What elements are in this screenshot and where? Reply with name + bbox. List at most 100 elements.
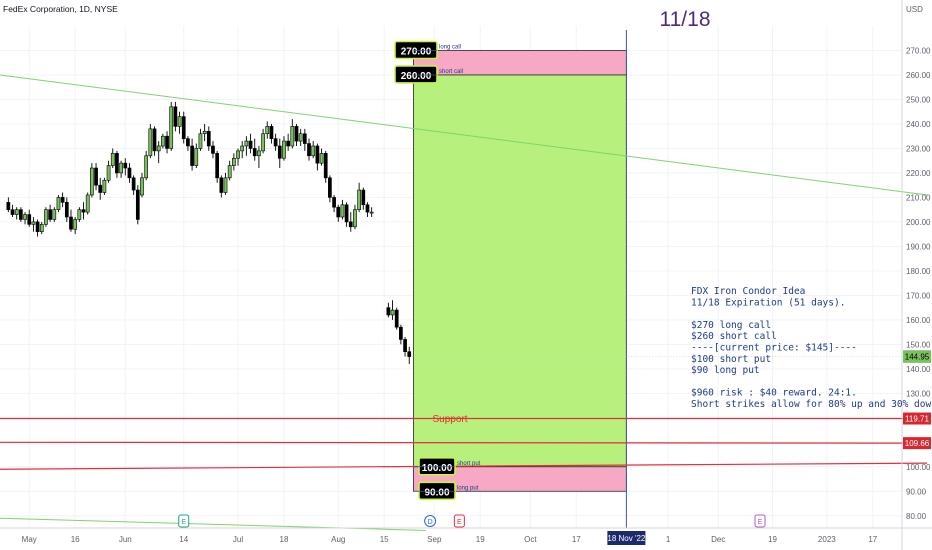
price-label-text: 109.66 [905,439,930,448]
note-line: $100 short put [691,354,771,365]
event-marker[interactable]: E [754,514,766,528]
candle-body [52,209,57,220]
profit-zone [413,74,627,468]
candle-body [340,204,345,218]
candles [6,101,412,364]
expiry-date-bg [607,531,646,545]
candle-body [144,155,149,179]
annotation-markers: 270.00 long call 260.00 short call 100.00 sho… [178,40,766,528]
candle-body [390,309,395,316]
candle-body [181,116,186,139]
candle-body [194,148,199,166]
price-label: 144.95 [903,350,931,363]
x-tick-label: Dec [711,535,725,544]
candle-body [135,189,140,220]
candle-body [23,214,27,220]
candle-body [294,126,299,142]
candle-body [106,165,111,181]
strike-box[interactable]: 90.00 long put [413,481,479,501]
y-tick-label: 220.00 [906,169,931,178]
y-tick-label: 100.00 [906,463,931,472]
candle-body [115,153,119,174]
candle-body [361,189,366,206]
y-tick-label: 150.00 [906,340,931,349]
currency-label: USD [906,5,923,14]
candle-body [85,194,90,213]
candle-body [407,351,412,357]
candle-body [302,133,307,144]
candle-body [240,145,245,152]
note-line: 11/18 Expiration (51 days). [691,297,845,308]
candle-body [211,145,215,154]
strike-label: long call [439,44,461,50]
candle-body [165,135,169,149]
price-label-bg [903,412,931,425]
x-tick-label: 19 [476,535,485,544]
candle-body [198,133,203,149]
y-tick-label: 230.00 [906,144,931,153]
strike-box[interactable]: 260.00 short call [394,65,463,84]
x-tick-label: Jun [119,535,132,544]
expiry-date-label: 18 Nov '22 [607,531,646,545]
strike-box[interactable]: 270.00 long call [394,40,461,60]
event-marker[interactable]: D [424,515,437,527]
strike-box-bg [394,40,438,60]
candle-body [169,106,174,149]
y-tick-label: 190.00 [906,242,931,251]
candle-body [257,150,261,157]
candle-body [94,167,98,186]
candle-body [332,197,336,208]
candle-body [81,209,86,213]
event-marker[interactable]: E [178,514,190,528]
x-axis[interactable]: May16Jun14Jul18Aug15Sep19Oct17Nov1Dec192… [0,527,932,545]
event-marker[interactable]: E [453,514,465,528]
y-tick-label: 270.00 [906,46,931,55]
x-tick-label: 16 [71,535,80,544]
candle-body [399,326,403,340]
candle-body [323,153,328,179]
candle-body [39,224,44,232]
candle-body [177,116,182,127]
y-axis[interactable]: 80.0090.00100.00110.00120.00130.00140.00… [901,0,931,550]
event-marker-letter: E [758,519,763,526]
candle-body [307,143,311,157]
strike-value: 90.00 [424,487,449,498]
note-line: $260 short call [691,331,777,342]
candle-body [319,153,324,164]
strike-box[interactable]: 100.00 short put [413,456,481,476]
candle-body [336,206,341,218]
price-label: 119.71 [903,412,931,425]
y-tick-label: 250.00 [906,95,931,104]
candle-body [127,167,132,179]
strike-box-bg [394,65,438,84]
candle-body [73,219,78,230]
support-line-110[interactable] [0,441,928,444]
event-marker-shape [453,514,465,528]
event-marker-letter: D [428,519,433,526]
candle-body [269,126,274,139]
y-tick-label: 160.00 [906,316,931,325]
candle-body [286,140,290,147]
y-tick-label: 90.00 [906,487,927,496]
x-tick-label: Jul [233,535,243,544]
x-tick-label: 14 [179,535,188,544]
candle-body [186,138,190,147]
x-tick-label: Oct [524,535,537,544]
resistance-trend-line[interactable] [0,74,928,196]
candle-body [98,184,103,193]
candle-body [357,189,361,210]
candle-body [119,162,123,174]
x-tick-label: 1 [666,535,671,544]
candle-body [131,177,136,191]
candle-body [152,128,157,152]
x-tick-label: 18 [280,535,289,544]
candle-body [77,209,82,220]
note-line: FDX Iron Condor Idea [691,286,805,297]
support-line-100[interactable] [0,462,928,470]
candle-body [35,221,40,232]
note-line: ----[current price: $145]---- [691,343,857,354]
note-line: $960 risk : $40 reward. 24:1. [691,388,857,399]
event-marker-shape [178,514,190,528]
y-tick-label: 180.00 [906,267,931,276]
